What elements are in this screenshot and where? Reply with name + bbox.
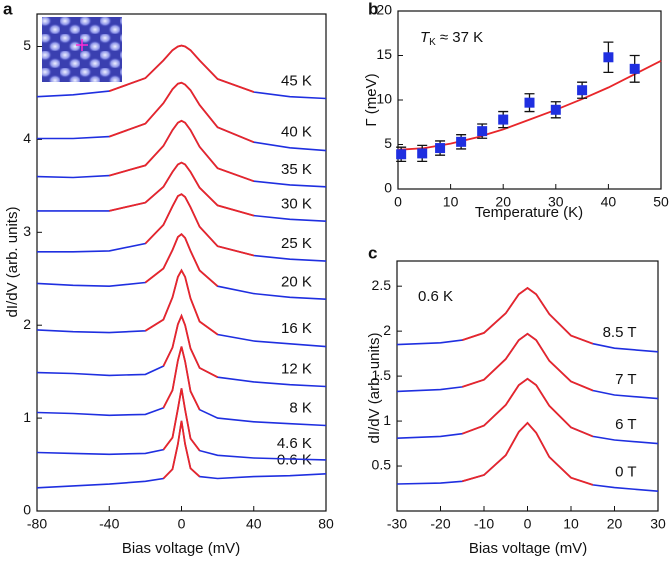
curve-label: 25 K (281, 235, 312, 252)
y-tick-label: 4 (23, 130, 31, 146)
y-tick-label: 2 (383, 322, 391, 338)
y-tick-label: 15 (376, 46, 392, 62)
y-tick-label: 5 (384, 135, 392, 151)
y-tick-label: 5 (23, 37, 31, 53)
curve-label: 8.5 T (603, 324, 637, 341)
fit-curve (462, 332, 594, 392)
panel-label: a (3, 0, 13, 18)
x-tick-label: 10 (443, 194, 459, 210)
fit-curve (162, 313, 219, 378)
x-tick-label: 40 (246, 516, 262, 532)
fit-curve (144, 268, 219, 336)
data-curve (396, 421, 659, 492)
point (477, 126, 488, 137)
y-tick-label: 0.5 (372, 457, 392, 473)
x-tick-label: 40 (601, 194, 617, 210)
fit-curve (461, 377, 594, 438)
annotation: 0.6 K (418, 288, 453, 305)
fit-curve (108, 44, 255, 93)
curve-label: 4.6 K (277, 435, 312, 452)
curve-label: 8 K (289, 400, 312, 417)
x-tick-label: -10 (474, 516, 494, 532)
x-tick-label: 30 (548, 194, 564, 210)
y-tick-label: 10 (376, 91, 392, 107)
curve-label: 6 T (615, 416, 636, 433)
x-tick-label: -30 (387, 516, 407, 532)
curve-label: 0.6 K (277, 452, 312, 469)
y-tick-label: 2.5 (372, 277, 392, 293)
fit-curve (462, 286, 594, 345)
x-tick-label: 50 (653, 194, 669, 210)
curve-label: 20 K (281, 273, 312, 290)
curve-label: 35 K (281, 161, 312, 178)
fit-curve (144, 193, 255, 257)
y-tick-label: 3 (23, 223, 31, 239)
y-tick-label: 0 (384, 180, 392, 196)
fit-curve (109, 161, 255, 217)
annotation-symbol: T (420, 29, 431, 46)
point (456, 136, 467, 147)
point (577, 85, 588, 96)
point (550, 104, 561, 115)
fit-curve (109, 119, 255, 183)
x-tick-label: -20 (430, 516, 450, 532)
curve-label: 7 T (615, 371, 636, 388)
point (435, 143, 446, 154)
point (629, 63, 640, 74)
x-tick-label: 30 (650, 516, 666, 532)
x-tick-label: 20 (607, 516, 623, 532)
curve-label: 30 K (281, 195, 312, 212)
panel-label: b (368, 0, 378, 18)
point (498, 114, 509, 125)
curve-label: 12 K (281, 361, 312, 378)
point (396, 149, 407, 160)
y-tick-label: 1 (23, 409, 31, 425)
fit-curve (462, 421, 594, 486)
panel-label: c (368, 243, 377, 262)
curve-label: 40 K (281, 124, 312, 141)
curve-label: 45 K (281, 73, 312, 90)
x-tick-label: -40 (99, 516, 119, 532)
x-tick-label: 10 (563, 516, 579, 532)
x-tick-label: 20 (495, 194, 511, 210)
y-axis-label: Γ (meV) (363, 73, 380, 126)
x-axis-label: Bias voltage (mV) (469, 540, 587, 557)
stm-inset (42, 17, 122, 82)
annotation: TK ≈ 37 K (420, 29, 483, 48)
y-tick-label: 1 (383, 412, 391, 428)
y-tick-label: 20 (376, 2, 392, 18)
x-tick-label: 0 (524, 516, 532, 532)
y-axis-label: dI/dV (arb. units) (4, 207, 21, 318)
fit-curve (162, 388, 201, 452)
fit-curve (144, 232, 219, 287)
x-tick-label: 0 (394, 194, 402, 210)
y-tick-label: 0 (23, 502, 31, 518)
curve-label: 16 K (281, 320, 312, 337)
annotation-subscript: K (429, 37, 436, 48)
fit-curve (108, 81, 255, 144)
y-tick-label: 2 (23, 316, 31, 332)
data-curve (36, 346, 327, 427)
curve-label: 0 T (615, 464, 636, 481)
fit-curve (162, 346, 201, 411)
y-tick-label: 1.5 (372, 367, 392, 383)
y-axis-label: dI/dV (arb. units) (366, 333, 383, 444)
fit-curve (162, 420, 201, 480)
x-axis-label: Temperature (K) (475, 204, 583, 221)
point (603, 52, 614, 63)
point (417, 148, 428, 159)
x-tick-label: 80 (318, 516, 334, 532)
x-axis-label: Bias voltage (mV) (122, 540, 240, 557)
data-curve (396, 377, 659, 445)
annotation-text: ≈ 37 K (440, 29, 483, 46)
x-tick-label: -80 (27, 516, 47, 532)
point (524, 97, 535, 108)
x-tick-label: 0 (178, 516, 186, 532)
